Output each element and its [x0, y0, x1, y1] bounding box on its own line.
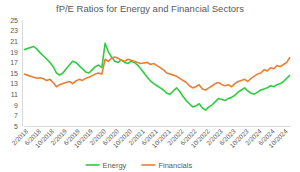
- x-tick: 10/2024: [267, 127, 289, 149]
- y-tick: 9: [14, 102, 18, 109]
- x-tick-label: 10/2024: [267, 127, 289, 149]
- y-tick: 21: [10, 38, 18, 45]
- y-tick: 19: [10, 49, 18, 56]
- line-1: [24, 57, 290, 90]
- y-tick-label: 13: [10, 80, 18, 87]
- y-tick-label: 7: [14, 112, 18, 119]
- y-tick: 23: [10, 27, 18, 34]
- y-axis: 5 7 9 11 13 15 17 19 21 23 25: [10, 17, 22, 130]
- legend-swatch: [141, 164, 155, 166]
- legend-item: Energy: [86, 161, 127, 170]
- y-tick: 15: [10, 70, 18, 77]
- y-tick-label: 9: [14, 102, 18, 109]
- x-axis: 2/20186/201810/20182/20196/201910/20192/…: [10, 127, 290, 150]
- chart: fP/E Ratios for Energy and Financial Sec…: [0, 0, 300, 172]
- legend-label: Financials: [158, 161, 192, 170]
- plot-area: [24, 43, 290, 110]
- x-axis-line: [25, 126, 291, 127]
- y-tick-label: 21: [10, 38, 18, 45]
- y-tick-label: 5: [14, 123, 18, 130]
- y-tick-label: 15: [10, 70, 18, 77]
- y-tick: 11: [11, 91, 18, 98]
- y-tick: 5: [14, 123, 18, 130]
- y-tick-label: 25: [10, 17, 18, 24]
- legend-item: Financials: [141, 161, 192, 170]
- y-tick-label: 17: [10, 59, 18, 66]
- line-0: [24, 43, 290, 110]
- legend: Energy Financials: [86, 161, 193, 170]
- y-tick: 17: [10, 59, 18, 66]
- y-axis-line: [22, 21, 23, 127]
- legend-label: Energy: [103, 161, 127, 170]
- y-tick-label: 19: [10, 49, 18, 56]
- y-tick: 25: [10, 17, 18, 24]
- title: fP/E Ratios for Energy and Financial Sec…: [56, 3, 244, 14]
- legend-swatch: [86, 164, 100, 166]
- y-tick: 7: [14, 112, 18, 119]
- y-tick-label: 11: [11, 91, 18, 98]
- y-tick: 13: [10, 80, 18, 87]
- y-tick-label: 23: [10, 27, 18, 34]
